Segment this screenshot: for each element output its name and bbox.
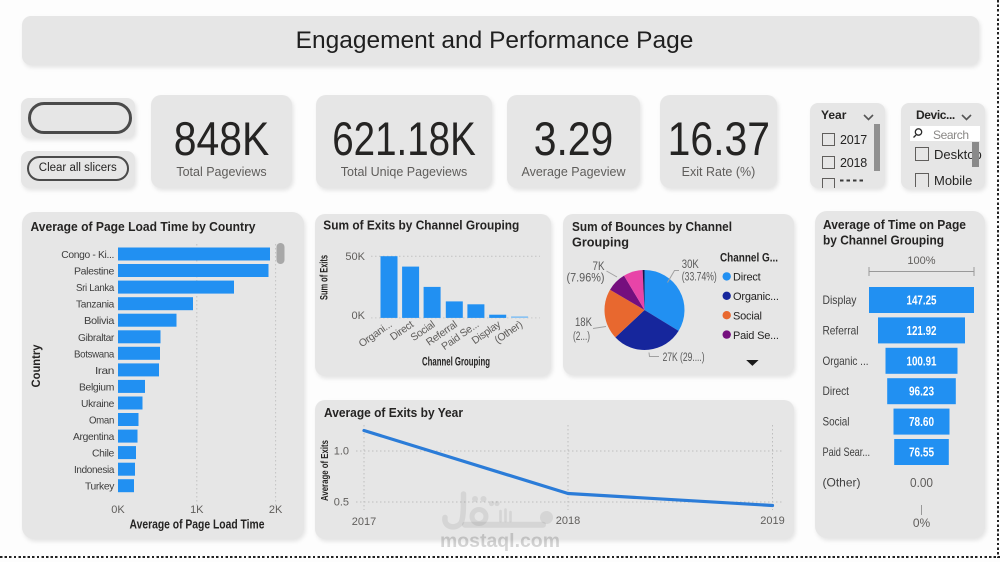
svg-text:Country: Country (31, 344, 43, 388)
svg-text:(33.74%): (33.74%) (682, 272, 717, 284)
svg-text:96.23: 96.23 (909, 385, 934, 399)
svg-text:Grouping: Grouping (572, 235, 629, 250)
svg-text:Belgium: Belgium (79, 381, 115, 393)
svg-text:Organic...: Organic... (733, 291, 779, 303)
svg-text:Sum of Exits by Channel Groupi: Sum of Exits by Channel Grouping (323, 218, 519, 233)
svg-text:2017: 2017 (352, 516, 376, 528)
svg-text:0K: 0K (111, 504, 125, 516)
svg-text:Tanzania: Tanzania (76, 299, 114, 311)
svg-text:Oman: Oman (89, 415, 114, 427)
svg-text:Display: Display (823, 293, 857, 307)
svg-text:76.55: 76.55 (909, 446, 934, 460)
svg-text:Botswana: Botswana (74, 348, 114, 360)
svg-text:Social: Social (823, 415, 850, 429)
svg-text:Social: Social (733, 310, 762, 322)
svg-text:Channel G...: Channel G... (720, 251, 778, 265)
svg-text:Average of Time on Page: Average of Time on Page (823, 217, 966, 232)
svg-text:7K: 7K (593, 261, 605, 273)
svg-text:Chile: Chile (92, 448, 114, 460)
svg-text:27K (29....): 27K (29....) (663, 352, 705, 364)
svg-text:Ukraine: Ukraine (81, 398, 114, 410)
svg-text:0K: 0K (352, 310, 366, 322)
svg-text:Paid Sear...: Paid Sear... (823, 445, 871, 459)
svg-text:Paid Se...: Paid Se... (733, 330, 779, 342)
svg-text:by Channel Grouping: by Channel Grouping (823, 233, 944, 248)
svg-text:Bolivia: Bolivia (84, 315, 115, 327)
svg-text:(7.96%): (7.96%) (567, 273, 605, 285)
svg-text:Sri Lanka: Sri Lanka (76, 282, 114, 294)
svg-text:Argentina: Argentina (73, 431, 114, 443)
svg-text:Sum of Exits: Sum of Exits (319, 255, 331, 300)
svg-text:0%: 0% (913, 516, 931, 530)
svg-text:0.5: 0.5 (334, 497, 349, 509)
svg-text:2018: 2018 (556, 515, 580, 527)
svg-text:Channel Grouping: Channel Grouping (422, 357, 490, 369)
svg-text:Congo - Ki...: Congo - Ki... (61, 249, 114, 261)
svg-text:18K: 18K (575, 317, 592, 329)
svg-text:100.91: 100.91 (907, 354, 937, 368)
svg-text:Sum of Bounces by Channel: Sum of Bounces by Channel (572, 219, 732, 234)
svg-text:Average of Exits by Year: Average of Exits by Year (324, 405, 463, 420)
svg-text:1.0: 1.0 (334, 446, 349, 458)
svg-text:78.60: 78.60 (909, 415, 934, 429)
svg-text:1K: 1K (190, 504, 204, 516)
svg-text:Iran: Iran (95, 365, 115, 377)
svg-text:30K: 30K (682, 259, 699, 271)
svg-text:0.00: 0.00 (910, 476, 933, 490)
svg-text:Indonesia: Indonesia (74, 464, 114, 476)
svg-text:Average of Page Load Time: Average of Page Load Time (130, 518, 265, 532)
svg-text:Palestine: Palestine (74, 266, 115, 278)
svg-text:Average of Page Load Time by C: Average of Page Load Time by Country (31, 219, 257, 234)
svg-text:100%: 100% (907, 255, 935, 267)
svg-text:Referral: Referral (823, 323, 859, 337)
svg-text:Average of Exits: Average of Exits (319, 440, 331, 501)
svg-text:2019: 2019 (760, 515, 784, 527)
svg-text:Direct: Direct (823, 384, 850, 398)
svg-text:121.92: 121.92 (907, 324, 937, 338)
svg-text:Turkey: Turkey (85, 481, 115, 493)
svg-text:50K: 50K (345, 251, 365, 263)
svg-text:(Other): (Other) (823, 475, 861, 489)
svg-text:147.25: 147.25 (907, 294, 937, 308)
svg-text:mostaql.com: mostaql.com (440, 531, 560, 552)
svg-text:Organic ...: Organic ... (823, 354, 869, 368)
svg-text:Direct: Direct (733, 272, 761, 284)
svg-text:(2...): (2...) (573, 331, 590, 343)
svg-text:2K: 2K (269, 504, 283, 516)
svg-text:Gibraltar: Gibraltar (78, 332, 115, 344)
